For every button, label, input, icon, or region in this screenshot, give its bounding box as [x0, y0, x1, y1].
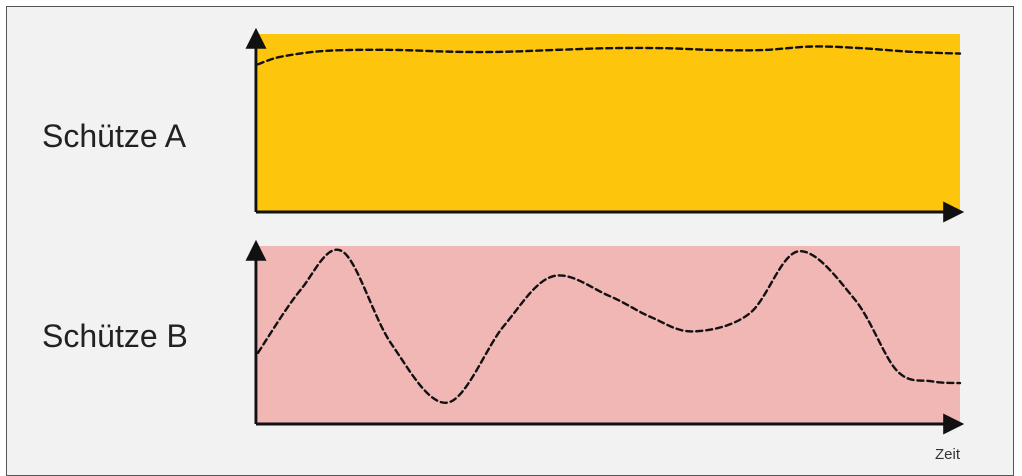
x-axis-label: Zeit	[934, 446, 960, 463]
panel-background-b	[258, 246, 960, 424]
series-line-b-0	[256, 248, 962, 404]
row-label-schuetze-a: Schütze A	[42, 118, 187, 154]
series-line-a-0	[256, 45, 962, 66]
panel-background-a	[258, 34, 960, 212]
row-label-schuetze-b: Schütze B	[42, 318, 188, 354]
